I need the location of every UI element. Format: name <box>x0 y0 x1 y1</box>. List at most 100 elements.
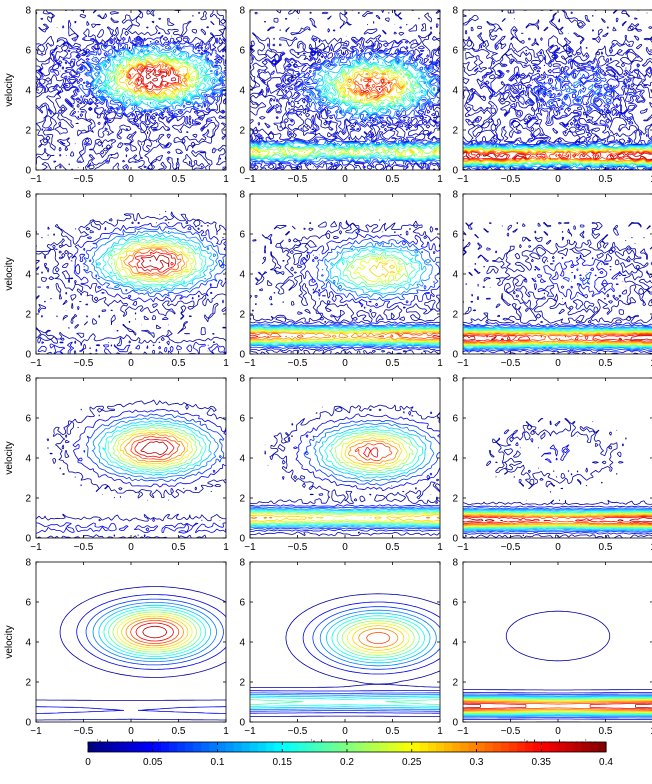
contour-level-line <box>463 146 652 166</box>
contour-lines <box>36 586 226 721</box>
y-tick-label: 2 <box>452 678 458 689</box>
contour-level-line <box>103 607 206 657</box>
x-tick-label: 0 <box>555 358 561 369</box>
contour-level-line <box>250 404 440 537</box>
contour-level-line <box>463 418 652 538</box>
contour-level-line <box>250 334 440 338</box>
x-tick-label: −0.5 <box>74 174 94 185</box>
x-tick-label: 0 <box>555 542 561 553</box>
y-tick-label: 8 <box>239 6 245 17</box>
colorbar-swatch <box>492 742 502 752</box>
colorbar-swatch <box>96 742 105 752</box>
y-tick-label: 0 <box>452 350 458 361</box>
y-tick-label: 0 <box>239 166 245 177</box>
x-tick-label: 0.5 <box>599 542 613 553</box>
y-tick-label: 4 <box>239 638 245 649</box>
colorbar-swatch <box>112 742 121 752</box>
colorbar-swatch <box>484 742 494 752</box>
contour-level-line <box>463 147 652 165</box>
colorbar-swatch <box>104 742 113 752</box>
contour-panel-r3-c2: −1 −0.5 0 0.5 1 0 2 4 6 8 <box>239 374 443 554</box>
contour-level-line <box>250 593 440 717</box>
x-tick-label: 1 <box>650 358 652 369</box>
colorbar-swatch <box>508 742 518 752</box>
y-tick-label: 6 <box>452 230 458 241</box>
contour-level-line <box>116 613 193 651</box>
contour-level-line <box>250 237 440 349</box>
y-tick-label: 6 <box>25 414 31 425</box>
contour-level-line <box>107 238 203 286</box>
contour-level-line <box>250 609 440 710</box>
y-tick-label: 0 <box>25 166 31 177</box>
x-tick-label: −1 <box>30 174 42 185</box>
colorbar-swatch <box>411 742 421 752</box>
contour-lines <box>463 418 652 538</box>
colorbar-swatch <box>460 742 470 752</box>
contour-level-line <box>463 148 652 163</box>
colorbar-swatch <box>209 742 219 752</box>
x-tick-label: −1 <box>457 358 469 369</box>
y-tick-label: 4 <box>25 86 31 97</box>
contour-level-line <box>250 231 440 352</box>
contour-level-line <box>463 702 652 710</box>
x-tick-label: 1 <box>223 174 229 185</box>
x-tick-label: 0 <box>342 174 348 185</box>
contour-level-line <box>363 447 379 458</box>
contour-level-line <box>250 219 440 354</box>
contour-level-line <box>140 441 169 456</box>
contour-level-line <box>250 413 440 532</box>
colorbar-swatch <box>541 742 550 752</box>
colorbar-swatch <box>379 742 389 752</box>
contour-level-line <box>250 261 440 342</box>
colorbar-swatch <box>436 742 445 752</box>
contour-level-line <box>463 693 652 719</box>
contour-level-line <box>250 64 440 158</box>
contour-level-line <box>116 243 194 281</box>
x-tick-label: −1 <box>244 726 256 737</box>
contour-level-line <box>124 433 185 463</box>
y-tick-label: 6 <box>25 230 31 241</box>
colorbar-swatch <box>88 742 97 752</box>
contour-level-line <box>463 147 652 164</box>
x-tick-label: 0 <box>555 726 561 737</box>
x-tick-label: −1 <box>244 358 256 369</box>
contour-level-line <box>250 10 440 170</box>
y-tick-label: 6 <box>452 414 458 425</box>
x-tick-label: −1 <box>30 542 42 553</box>
contour-level-line <box>463 38 652 170</box>
x-tick-label: 0 <box>342 358 348 369</box>
contour-level-line <box>110 240 197 283</box>
contour-level-line <box>463 144 652 168</box>
contour-level-line <box>137 67 177 87</box>
x-tick-label: 0 <box>128 726 134 737</box>
x-tick-label: 1 <box>437 726 443 737</box>
colorbar-swatch <box>249 742 259 752</box>
y-tick-label: 8 <box>239 558 245 569</box>
colorbar-swatch <box>338 742 348 752</box>
contour-level-line <box>355 79 391 94</box>
x-tick-label: −0.5 <box>288 542 308 553</box>
y-tick-label: 6 <box>25 46 31 57</box>
y-tick-label: 4 <box>25 638 31 649</box>
colorbar-swatch <box>589 742 599 752</box>
y-tick-label: 4 <box>239 454 245 465</box>
x-tick-label: −0.5 <box>288 174 308 185</box>
x-tick-label: −0.5 <box>288 726 308 737</box>
x-tick-label: 0.5 <box>172 726 186 737</box>
x-tick-label: −1 <box>457 174 469 185</box>
contour-level-line <box>83 43 226 113</box>
colorbar-swatch <box>387 742 397 752</box>
y-tick-label: 8 <box>239 190 245 201</box>
colorbar-swatch <box>233 742 243 752</box>
x-tick-label: −1 <box>30 726 42 737</box>
y-tick-label: 8 <box>452 190 458 201</box>
contour-level-line <box>122 61 188 96</box>
contour-level-line <box>463 517 652 523</box>
contour-level-line <box>463 507 652 533</box>
contour-level-line <box>250 617 440 706</box>
contour-level-line <box>250 612 440 709</box>
colorbar-swatch <box>201 742 211 752</box>
contour-panel-r1-c1: −1 −0.5 0 0.5 1 0 2 4 6 8 velocity <box>4 6 229 186</box>
y-tick-label: 6 <box>239 46 245 57</box>
y-tick-label: 2 <box>452 494 458 505</box>
